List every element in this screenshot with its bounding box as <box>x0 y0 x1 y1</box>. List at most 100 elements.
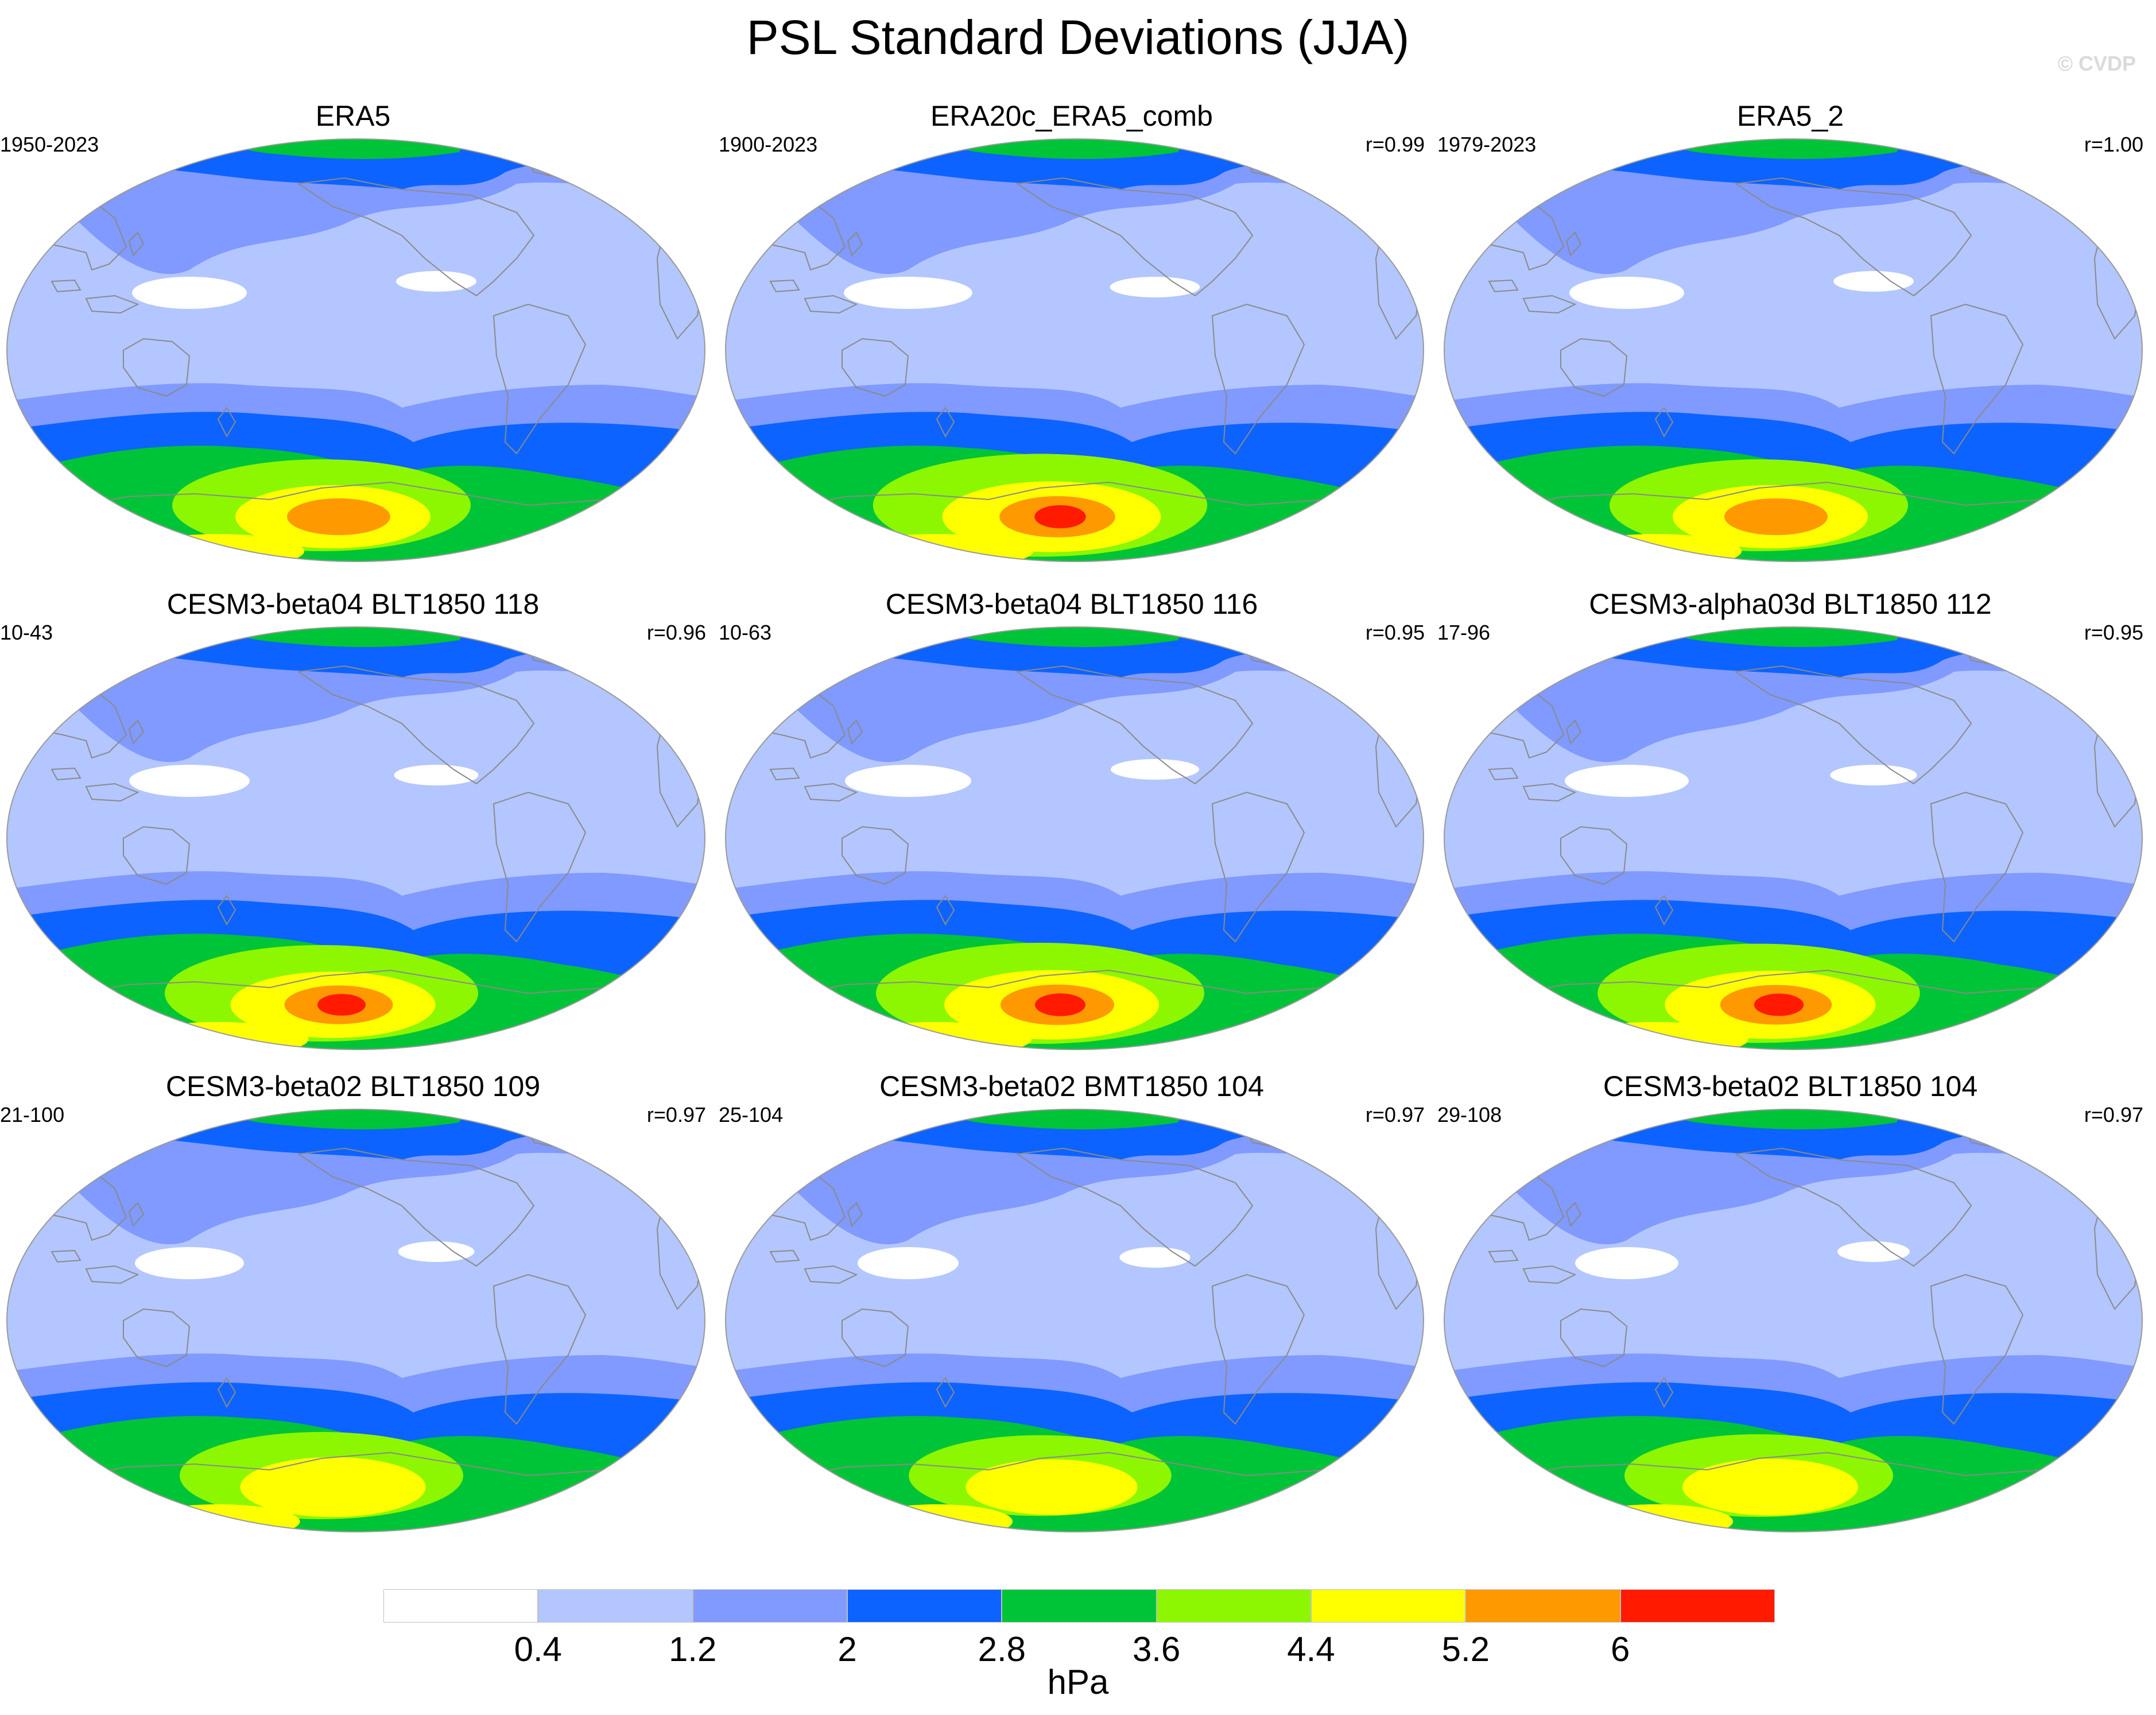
map-panel: CESM3-alpha03d BLT1850 112 17-96 r=0.95 <box>1437 586 2143 1051</box>
coastline <box>1211 791 1305 943</box>
coastline <box>1560 826 1628 885</box>
map-panel: CESM3-beta02 BLT1850 109 21-100 r=0.97 <box>0 1068 706 1533</box>
coastline <box>85 1265 139 1284</box>
coastline <box>1211 1273 1305 1425</box>
coastline <box>769 279 800 293</box>
coastline <box>842 826 909 885</box>
contour-fill-tropical-min <box>1575 1247 1678 1279</box>
contour-fill-tropical-min <box>858 1247 959 1279</box>
coastline <box>1522 295 1577 314</box>
panel-correlation: r=0.97 <box>2084 1103 2143 1126</box>
panel-years: 29-108 <box>1437 1103 1502 1126</box>
coastline <box>493 791 587 943</box>
coastline <box>936 407 955 438</box>
panel-title: CESM3-alpha03d BLT1850 112 <box>1589 588 1992 620</box>
coastline <box>123 1308 191 1368</box>
coastline <box>936 1377 955 1408</box>
panel-correlation: r=0.95 <box>1365 621 1425 644</box>
contour-fill-tropical-min <box>132 277 247 309</box>
map-border <box>1444 626 2143 1050</box>
panel-years: 21-100 <box>0 1103 65 1126</box>
panel-title: CESM3-beta02 BLT1850 109 <box>165 1070 541 1102</box>
colorbar-tick-label: 1.2 <box>668 1630 717 1668</box>
colorbar-swatch <box>538 1589 693 1623</box>
coastline <box>1560 1308 1628 1368</box>
contour-fill-south-red <box>317 994 366 1016</box>
coastline <box>769 1249 800 1263</box>
coastline <box>1930 791 2024 943</box>
colorbar-tick-label: 2.8 <box>978 1630 1026 1668</box>
coastline <box>1522 1265 1577 1284</box>
coastline <box>1015 1147 1254 1267</box>
contour-fill-arctic <box>218 1109 471 1129</box>
coastline <box>297 1147 535 1267</box>
coastline <box>847 231 863 257</box>
global-map <box>6 626 705 1050</box>
coastline <box>1560 338 1628 397</box>
coastline <box>57 969 655 1000</box>
coastline <box>804 295 858 314</box>
coastline <box>1734 1147 1972 1267</box>
contour-fill-tropical-min-2 <box>1833 271 1914 292</box>
contour-fill-south-orange <box>1724 498 1828 535</box>
contour-fill-south-red <box>1034 505 1086 529</box>
contour-fill-arctic <box>1655 1109 1908 1129</box>
colorbar-swatch <box>1465 1589 1620 1623</box>
panel-years: 10-43 <box>0 621 53 644</box>
coastline <box>1734 665 1972 785</box>
global-map <box>6 1109 705 1532</box>
contour-fill-south-orange <box>287 498 390 535</box>
coastline <box>1488 279 1519 293</box>
panel-correlation: r=0.96 <box>646 621 706 644</box>
contour-fill-south-red <box>1035 993 1085 1016</box>
coastline <box>1015 177 1254 297</box>
coastline <box>1211 303 1305 455</box>
cvdp-watermark: © CVDP <box>2057 52 2136 75</box>
colorbar-tick-label: 0.4 <box>514 1630 563 1668</box>
coastline <box>123 826 191 885</box>
contour-fill-tropical-min <box>845 765 971 797</box>
contour-fill-tropical-min-2 <box>398 1241 475 1262</box>
colorbar-tick-label: 2 <box>837 1630 857 1668</box>
colorbar-swatch <box>1311 1589 1466 1623</box>
map-panel: CESM3-beta02 BMT1850 104 25-104 r=0.97 <box>719 1068 1425 1533</box>
contour-fill-arctic <box>218 139 471 159</box>
colorbar-swatch <box>1002 1589 1157 1623</box>
panel-years: 17-96 <box>1437 621 1491 644</box>
map-panel: ERA5_2 1979-2023 r=1.00 <box>1437 98 2143 563</box>
colorbar-tick-label: 4.4 <box>1287 1630 1335 1668</box>
contour-fill-tropical-min <box>1565 765 1689 797</box>
panel-title: ERA20c_ERA5_comb <box>930 100 1213 132</box>
coastline <box>85 295 139 314</box>
coastline <box>804 783 858 802</box>
coastline <box>936 895 955 926</box>
map-panel: CESM3-beta04 BLT1850 116 10-63 r=0.95 <box>719 586 1425 1051</box>
coastline <box>51 767 82 781</box>
colorbar-swatch <box>383 1589 538 1623</box>
coastline <box>128 1202 145 1228</box>
coastline <box>493 303 587 455</box>
panel-title: ERA5_2 <box>1736 100 1844 132</box>
panel-years: 1979-2023 <box>1437 133 1537 156</box>
panel-title: ERA5 <box>315 100 391 132</box>
colorbar-swatch <box>1156 1589 1311 1623</box>
contour-fill-tropical-min <box>129 765 250 797</box>
coastline <box>804 1265 858 1284</box>
contour-fill-tropical-min-2 <box>1119 1247 1191 1268</box>
global-map <box>1444 626 2143 1050</box>
coastline <box>1565 231 1582 257</box>
contour-fill-arctic <box>1655 627 1908 647</box>
coastline <box>769 767 800 781</box>
contour-fill-south-yellow <box>1682 1458 1858 1516</box>
map-border <box>1444 138 2143 562</box>
coastline <box>1494 969 2092 1000</box>
coastline <box>775 969 1374 1000</box>
panel-years: 10-63 <box>719 621 772 644</box>
contour-fill-arctic <box>937 1109 1189 1129</box>
contour-fill-arctic <box>937 627 1189 647</box>
coastline <box>1494 1451 2092 1482</box>
global-map <box>725 1109 1424 1532</box>
contour-fill-tropical-min-2 <box>1110 277 1200 297</box>
colorbar-units: hPa <box>1047 1663 1109 1701</box>
panel-correlation: r=1.00 <box>2084 133 2143 156</box>
